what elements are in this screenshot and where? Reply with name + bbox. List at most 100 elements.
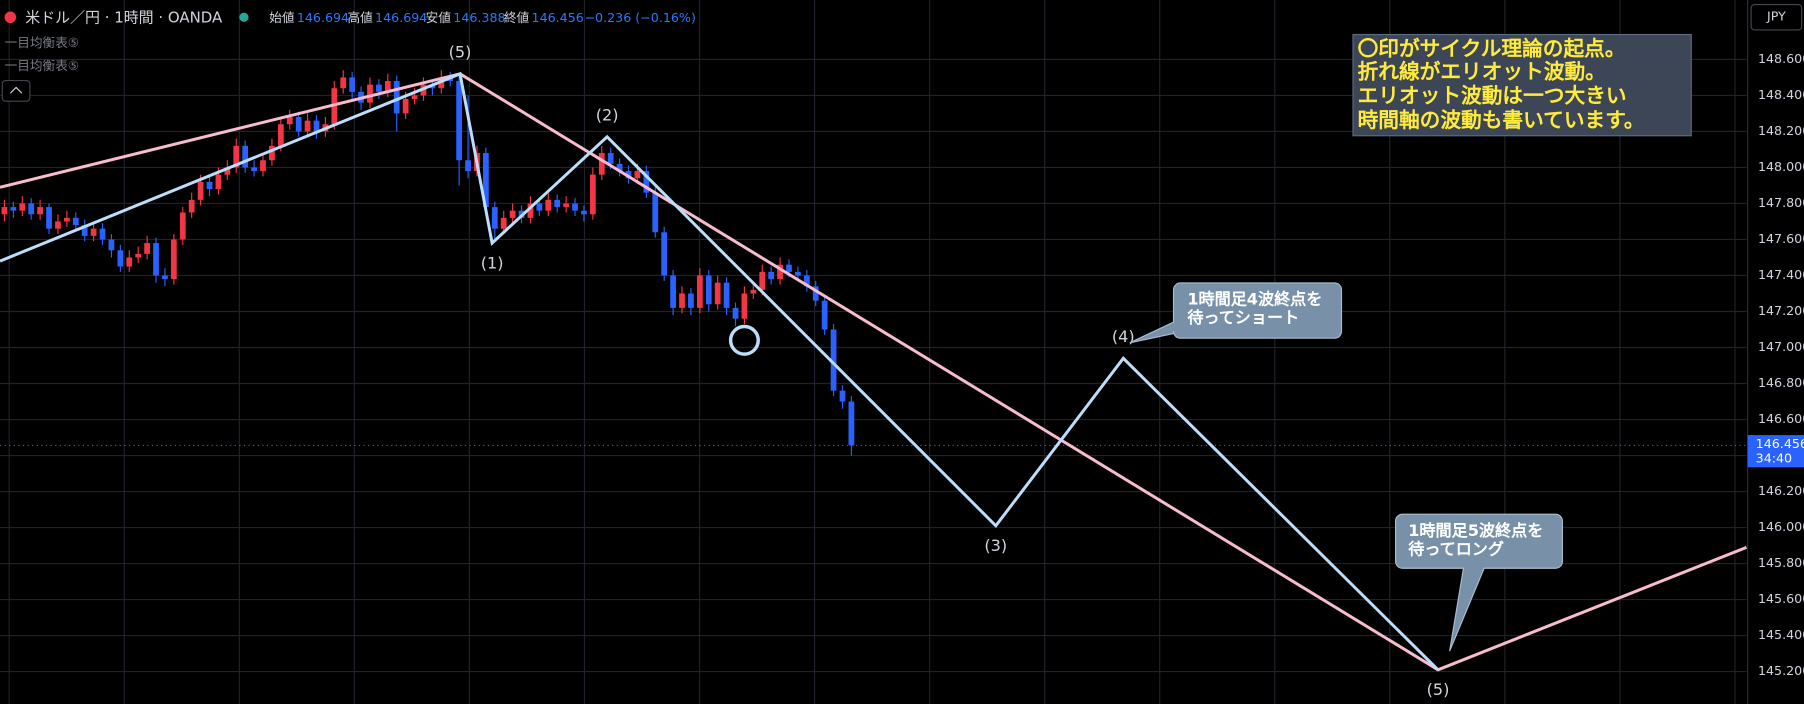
candle-body <box>37 207 43 215</box>
candle-body <box>500 217 507 229</box>
note-line: 折れ線がエリオット波動。 <box>1358 59 1606 83</box>
collapse-icon <box>9 86 23 94</box>
cycle-marker <box>728 324 760 356</box>
candle-body <box>393 81 400 114</box>
callout-box <box>1394 513 1563 652</box>
candle-body <box>1 207 8 215</box>
indicator-label[interactable]: 一目均衡表⑤ <box>5 35 80 50</box>
indicator-label[interactable]: 一目均衡表⑤ <box>5 58 80 73</box>
candle-body <box>607 153 614 164</box>
callout-text: 待ってロング <box>1408 539 1504 558</box>
currency-button[interactable] <box>1750 4 1803 31</box>
y-tick-label: 145.200 <box>1758 663 1804 678</box>
candle-body <box>367 84 373 103</box>
candle-body <box>634 171 641 179</box>
candle-body <box>295 117 302 132</box>
y-tick-label: 145.600 <box>1758 591 1804 606</box>
candle-body <box>812 286 819 301</box>
open-value: 146.694 <box>297 10 349 25</box>
y-tick-label: 148.000 <box>1758 159 1804 174</box>
candle-body <box>839 390 846 402</box>
candle-body <box>482 153 489 208</box>
candle-body <box>759 271 766 290</box>
candle-body <box>72 217 79 226</box>
high-value: 146.694 <box>375 10 427 25</box>
candle-body <box>705 275 712 305</box>
candle-body <box>509 210 516 218</box>
candle-body <box>188 199 195 213</box>
candle-body <box>90 228 97 236</box>
candle-body <box>251 167 257 172</box>
candle-body <box>46 207 52 229</box>
callout-text: 1時間足4波終点を <box>1187 290 1322 309</box>
low-value: 146.388 <box>453 10 505 25</box>
plot: (5) (1) (2) (3) (4) (5) <box>0 43 1748 699</box>
candle-body <box>28 203 35 215</box>
candle-body <box>135 253 142 258</box>
collapse-button[interactable] <box>1 79 31 102</box>
last-price-label: 146.456 <box>1756 436 1804 451</box>
flag-icon <box>4 11 17 24</box>
change-value: −0.236 (−0.16%) <box>584 10 695 25</box>
candle-body <box>55 221 61 229</box>
wave-label: (5) <box>449 43 472 62</box>
note-line: 時間軸の波動も書いています。 <box>1358 108 1645 132</box>
candle-body <box>821 300 828 330</box>
candle-body <box>589 174 596 215</box>
wave-line <box>0 71 1440 671</box>
wave-label: (3) <box>984 536 1007 555</box>
high-label: 高値 <box>347 10 373 25</box>
candle-body <box>81 225 88 236</box>
candle-body <box>723 282 730 308</box>
y-tick-label: 146.200 <box>1758 483 1804 498</box>
candle-body <box>554 199 561 208</box>
y-tick-label: 147.000 <box>1758 339 1804 354</box>
y-tick-label: 147.600 <box>1758 231 1804 246</box>
candle-body <box>233 145 240 168</box>
candle-body <box>536 203 543 211</box>
candle-body <box>10 207 17 211</box>
candle-body <box>215 174 222 190</box>
last-price-box <box>1747 435 1804 468</box>
status-dot <box>239 12 249 22</box>
candle-body <box>63 217 70 222</box>
candle-body <box>688 293 694 308</box>
candle-body <box>777 264 783 280</box>
candle-body <box>581 210 587 215</box>
y-tick-label: 145.400 <box>1758 627 1804 642</box>
candle-body <box>786 264 792 272</box>
wave-label: (5) <box>1427 680 1450 699</box>
candle-body <box>153 243 159 276</box>
candle-body <box>696 275 703 308</box>
candle-body <box>750 289 757 294</box>
callout-text: 待ってショート <box>1187 308 1299 327</box>
candle-body <box>411 95 418 100</box>
candle-body <box>206 181 213 190</box>
y-tick-label: 148.400 <box>1758 87 1804 102</box>
candle-body <box>179 212 186 240</box>
wave-label: (4) <box>1112 327 1135 346</box>
candle-body <box>117 250 124 267</box>
low-label: 安値 <box>426 10 452 25</box>
wave-label: (1) <box>481 253 504 272</box>
y-tick-label: 146.600 <box>1758 411 1804 426</box>
y-tick-label: 145.800 <box>1758 555 1804 570</box>
open-label: 始値 <box>269 10 295 25</box>
candle-body <box>384 81 391 92</box>
candle-body <box>830 329 837 391</box>
candle-body <box>242 145 249 168</box>
candle-body <box>277 124 284 146</box>
candle-body <box>197 181 204 200</box>
note-box <box>1352 33 1692 137</box>
candle-body <box>679 293 685 308</box>
candle-body <box>616 163 623 172</box>
candle-body <box>795 271 801 276</box>
candle-body <box>108 239 115 251</box>
callout-text: 1時間足5波終点を <box>1408 521 1543 540</box>
wave-label: (2) <box>596 106 619 125</box>
candle-body <box>260 160 266 172</box>
y-tick-label: 147.800 <box>1758 195 1804 210</box>
y-axis: 145.200 145.400 145.600 145.800 146.000 146.2… <box>1747 51 1804 678</box>
